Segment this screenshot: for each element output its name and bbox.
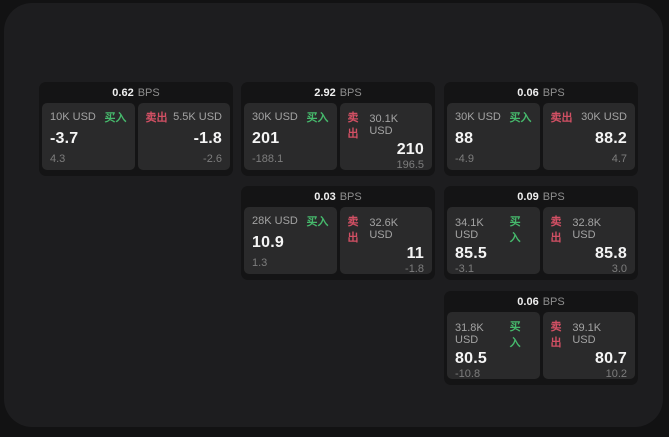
sell-tile[interactable]: 卖出 30.1K USD 210 196.5: [339, 103, 432, 171]
sell-label: 卖出: [347, 112, 359, 140]
buy-tile[interactable]: 31.8K USD 买入 80.5 -10.8: [447, 312, 540, 380]
buy-label: 买入: [509, 321, 521, 349]
sell-amount: 32.8K USD: [572, 217, 602, 241]
buy-delta: -10.8: [455, 368, 481, 380]
bps-value: 2.92: [314, 86, 336, 99]
sell-delta: -2.6: [203, 153, 222, 165]
bps-unit-label: BPS: [339, 190, 362, 203]
buy-tile[interactable]: 30K USD 买入 201 -188.1: [244, 103, 337, 170]
buy-amount: 31.8K USD: [455, 322, 484, 346]
buy-amount: 30K USD: [455, 111, 501, 123]
sell-price: -1.8: [193, 130, 222, 147]
buy-price: 10.9: [252, 234, 284, 251]
sell-price: 80.7: [595, 350, 627, 367]
sell-amount: 39.1K USD: [572, 322, 602, 346]
sell-label: 卖出: [550, 112, 573, 124]
bps-header: 0.03 BPS: [241, 186, 435, 207]
sell-amount: 32.6K USD: [369, 217, 399, 241]
bps-value: 0.03: [314, 190, 336, 203]
buy-amount: 28K USD: [252, 215, 298, 227]
sell-amount: 30.1K USD: [369, 113, 399, 137]
sell-price: 210: [396, 141, 424, 158]
buy-delta: -3.1: [455, 263, 474, 275]
quote-card: 0.62 BPS 10K USD 买入 -3.7 4.3 卖出 5.5K USD…: [39, 82, 233, 176]
main-panel: 0.62 BPS 10K USD 买入 -3.7 4.3 卖出 5.5K USD…: [4, 3, 663, 427]
bps-header: 0.06 BPS: [444, 291, 638, 312]
buy-delta: -4.9: [455, 153, 474, 165]
sell-tile[interactable]: 卖出 30K USD 88.2 4.7: [542, 103, 635, 170]
bps-value: 0.62: [112, 86, 134, 99]
sell-delta: 10.2: [605, 368, 627, 380]
bps-unit-label: BPS: [137, 86, 160, 99]
bps-header: 2.92 BPS: [241, 82, 435, 103]
buy-delta: 1.3: [252, 257, 268, 269]
sell-delta: 196.5: [396, 159, 424, 171]
buy-price: 201: [252, 130, 280, 147]
quote-card: 0.06 BPS 31.8K USD 买入 80.5 -10.8 卖出 39.1…: [444, 291, 638, 385]
buy-tile[interactable]: 10K USD 买入 -3.7 4.3: [42, 103, 135, 170]
buy-price: 88: [455, 130, 474, 147]
buy-delta: -188.1: [252, 153, 284, 165]
buy-label: 买入: [104, 112, 127, 124]
bps-value: 0.06: [517, 86, 539, 99]
buy-amount: 10K USD: [50, 111, 96, 123]
bps-unit-label: BPS: [542, 295, 565, 308]
sell-delta: -1.8: [405, 263, 424, 275]
sell-price: 85.8: [595, 245, 627, 262]
sell-amount: 30K USD: [581, 111, 627, 123]
buy-delta: 4.3: [50, 153, 66, 165]
bps-header: 0.62 BPS: [39, 82, 233, 103]
sell-label: 卖出: [550, 216, 562, 244]
buy-price: 80.5: [455, 350, 487, 367]
buy-label: 买入: [509, 112, 532, 124]
sell-tile[interactable]: 卖出 5.5K USD -1.8 -2.6: [137, 103, 230, 170]
buy-tile[interactable]: 34.1K USD 买入 85.5 -3.1: [447, 207, 540, 275]
bps-header: 0.09 BPS: [444, 186, 638, 207]
bps-unit-label: BPS: [542, 86, 565, 99]
buy-amount: 30K USD: [252, 111, 298, 123]
sell-delta: 4.7: [611, 153, 627, 165]
bps-unit-label: BPS: [542, 190, 565, 203]
sell-delta: 3.0: [611, 263, 627, 275]
buy-label: 买入: [306, 112, 329, 124]
sell-amount: 5.5K USD: [173, 111, 222, 123]
buy-tile[interactable]: 30K USD 买入 88 -4.9: [447, 103, 540, 170]
sell-price: 11: [406, 245, 424, 262]
buy-amount: 34.1K USD: [455, 217, 484, 241]
bps-header: 0.06 BPS: [444, 82, 638, 103]
buy-label: 买入: [509, 216, 521, 244]
quote-card: 0.09 BPS 34.1K USD 买入 85.5 -3.1 卖出 32.8K…: [444, 186, 638, 280]
sell-label: 卖出: [347, 216, 359, 244]
quote-card: 0.06 BPS 30K USD 买入 88 -4.9 卖出 30K USD 8…: [444, 82, 638, 176]
sell-label: 卖出: [145, 112, 168, 124]
buy-label: 买入: [306, 216, 329, 228]
sell-label: 卖出: [550, 321, 562, 349]
quote-card: 0.03 BPS 28K USD 买入 10.9 1.3 卖出 32.6K US…: [241, 186, 435, 280]
sell-tile[interactable]: 卖出 32.6K USD 11 -1.8: [339, 207, 432, 275]
bps-value: 0.06: [517, 295, 539, 308]
sell-tile[interactable]: 卖出 39.1K USD 80.7 10.2: [542, 312, 635, 380]
buy-price: -3.7: [50, 130, 79, 147]
sell-tile[interactable]: 卖出 32.8K USD 85.8 3.0: [542, 207, 635, 275]
bps-unit-label: BPS: [339, 86, 362, 99]
buy-price: 85.5: [455, 245, 487, 262]
sell-price: 88.2: [595, 130, 627, 147]
buy-tile[interactable]: 28K USD 买入 10.9 1.3: [244, 207, 337, 274]
bps-value: 0.09: [517, 190, 539, 203]
quote-card: 2.92 BPS 30K USD 买入 201 -188.1 卖出 30.1K …: [241, 82, 435, 176]
